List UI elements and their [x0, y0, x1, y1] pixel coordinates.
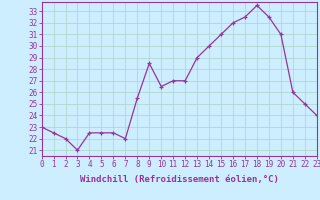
X-axis label: Windchill (Refroidissement éolien,°C): Windchill (Refroidissement éolien,°C) [80, 175, 279, 184]
